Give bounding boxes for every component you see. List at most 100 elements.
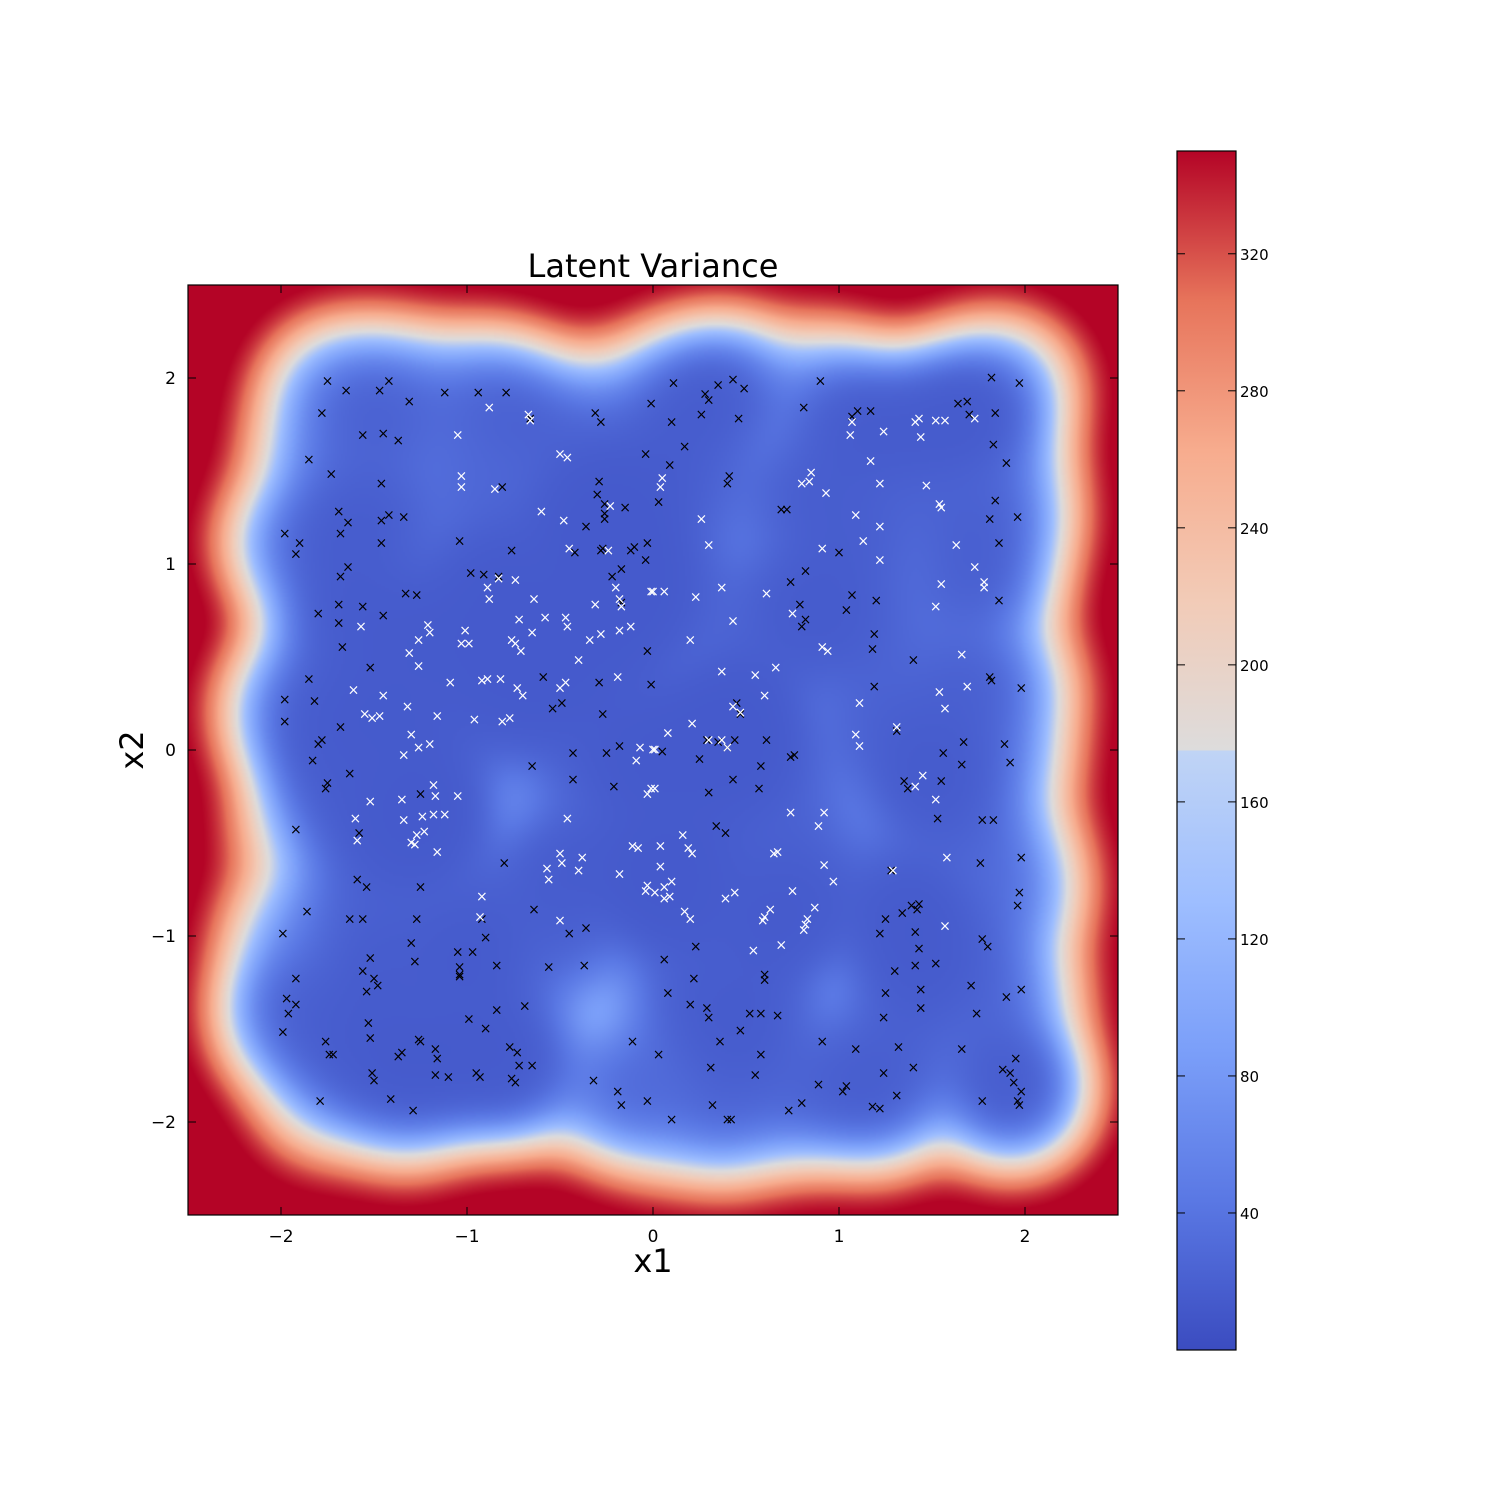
data-point-marker: × (335, 526, 347, 542)
data-point-marker: × (480, 930, 492, 946)
data-point-marker: × (456, 480, 468, 496)
data-point-marker: × (865, 454, 877, 470)
data-point-marker: × (377, 608, 389, 624)
data-point-marker: × (850, 508, 862, 524)
data-point-marker: × (342, 515, 354, 531)
data-point-marker: × (664, 889, 676, 905)
y-tick-label: −2 (151, 1113, 176, 1133)
data-point-marker: × (604, 498, 616, 514)
data-point-marker: × (595, 543, 607, 559)
data-point-marker: × (759, 688, 771, 704)
data-point-marker: × (560, 675, 572, 691)
data-point-marker: × (662, 986, 674, 1002)
data-point-marker: × (511, 681, 523, 697)
data-point-marker: × (616, 595, 628, 611)
data-point-marker: × (757, 913, 769, 929)
data-point-marker: × (470, 1066, 482, 1082)
data-point-marker: × (1004, 755, 1016, 771)
data-point-marker: × (846, 409, 858, 425)
plot-area: × × × × × × × × × × × × × × × × × × × × × × × × × × × × × × × × × × × × × × × ×… (188, 285, 1118, 1215)
data-point-marker: × (666, 1112, 678, 1128)
data-point-marker: × (978, 580, 990, 596)
data-point-marker: × (802, 911, 814, 927)
data-point-marker: × (325, 467, 337, 483)
data-point-marker: × (867, 642, 879, 658)
data-point-marker: × (911, 902, 923, 918)
data-point-marker: × (655, 859, 667, 875)
data-point-marker: × (312, 606, 324, 622)
data-point-marker: × (984, 670, 996, 686)
data-point-marker: × (372, 978, 384, 994)
data-point-marker: × (930, 413, 942, 429)
data-point-marker: × (480, 1021, 492, 1037)
data-point-marker: × (653, 1047, 665, 1063)
data-point-marker: × (642, 643, 654, 659)
data-point-marker: × (324, 1047, 336, 1063)
data-point-marker: × (731, 696, 743, 712)
data-point-marker: × (822, 643, 834, 659)
data-point-marker: × (716, 733, 728, 749)
data-point-marker: × (374, 709, 386, 725)
data-point-marker: × (589, 405, 601, 421)
data-point-marker: × (627, 1034, 639, 1050)
colorbar-tick-label: 200 (1240, 657, 1269, 675)
data-point-marker: × (307, 753, 319, 769)
data-point-marker: × (958, 735, 970, 751)
data-point-marker: × (482, 580, 494, 596)
data-point-marker: × (597, 707, 609, 723)
data-point-marker: × (971, 1006, 983, 1022)
colorbar-tick-label: 80 (1240, 1068, 1259, 1086)
data-point-marker: × (411, 588, 423, 604)
data-point-marker: × (969, 560, 981, 576)
data-point-marker: × (424, 736, 436, 752)
data-point-marker: × (679, 439, 691, 455)
data-point-marker: × (368, 1073, 380, 1089)
y-tick-label: −1 (151, 927, 176, 947)
data-point-marker: × (495, 671, 507, 687)
data-point-marker: × (893, 1040, 905, 1056)
data-point-marker: × (662, 725, 674, 741)
data-point-marker: × (961, 679, 973, 695)
data-point-marker: × (647, 742, 659, 758)
data-point-marker: × (337, 640, 349, 656)
data-point-marker: × (850, 1042, 862, 1058)
data-point-marker: × (749, 1068, 761, 1084)
data-point-marker: × (950, 537, 962, 553)
data-point-marker: × (569, 545, 581, 561)
data-point-marker: × (816, 640, 828, 656)
data-point-marker: × (478, 567, 490, 583)
data-point-marker: × (580, 921, 592, 937)
data-point-marker: × (403, 645, 415, 661)
data-point-marker: × (989, 405, 1001, 421)
data-point-marker: × (364, 1030, 376, 1046)
data-point-marker: × (818, 805, 830, 821)
data-point-marker: × (528, 591, 540, 607)
data-point-marker: × (578, 958, 590, 974)
data-point-marker: × (316, 405, 328, 421)
data-point-marker: × (290, 822, 302, 838)
data-point-marker: × (536, 504, 548, 520)
data-point-marker: × (377, 688, 389, 704)
data-point-marker: × (415, 787, 427, 803)
data-point-marker: × (761, 586, 773, 602)
colorbar-tick-label: 320 (1240, 246, 1269, 264)
data-point-marker: × (844, 428, 856, 444)
data-point-marker: × (696, 511, 708, 527)
data-point-marker: × (714, 1034, 726, 1050)
y-tick-label: 0 (165, 741, 176, 761)
data-point-marker: × (880, 986, 892, 1002)
data-point-marker: × (809, 900, 821, 916)
data-point-marker: × (796, 476, 808, 492)
data-point-marker: × (837, 1084, 849, 1100)
data-point-marker: × (891, 720, 903, 736)
data-point-marker: × (476, 911, 488, 927)
data-point-marker: × (775, 937, 787, 953)
colorbar: 40 80 120 160 200 240 280 320 (1176, 150, 1269, 1351)
data-point-marker: × (513, 1058, 525, 1074)
data-point-marker: × (476, 673, 488, 689)
data-point-marker: × (874, 552, 886, 568)
data-point-marker: × (303, 452, 315, 468)
data-point-marker: × (682, 841, 694, 857)
data-point-marker: × (874, 476, 886, 492)
data-point-marker: × (716, 580, 728, 596)
